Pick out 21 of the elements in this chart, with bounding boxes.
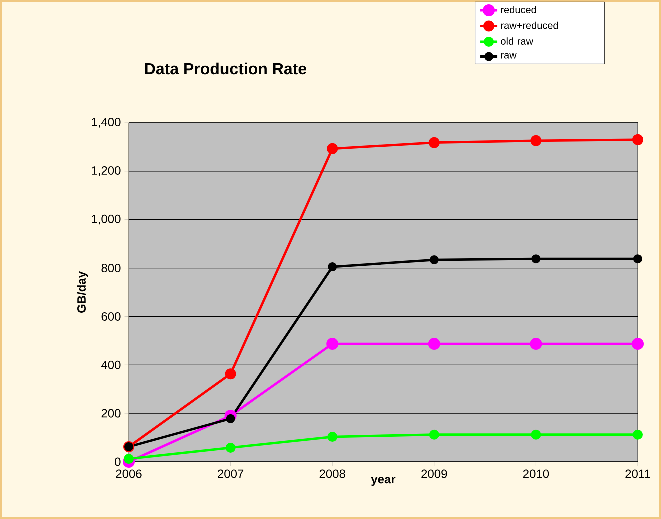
y-axis-title: GB/day: [77, 272, 88, 313]
x-tick-label: 2006: [116, 470, 142, 478]
legend-label: raw+reduced: [501, 22, 558, 30]
y-tick-label: 800: [102, 264, 121, 273]
y-tick-label: 600: [102, 312, 121, 321]
chart-title: Data Production Rate: [145, 62, 307, 75]
legend-label: reduced: [501, 6, 536, 14]
x-axis-title: year: [371, 477, 396, 486]
y-tick-label: 400: [102, 360, 121, 370]
x-tick-label: 2011: [626, 470, 650, 478]
y-tick-label: 1,000: [92, 214, 121, 225]
x-tick-label: 2010: [523, 470, 550, 478]
x-tick-label: 2009: [422, 470, 448, 478]
y-tick-label: 0: [115, 458, 121, 466]
legend-label: old raw: [501, 38, 534, 45]
y-tick-label: 1,200: [92, 166, 121, 176]
x-tick-label: 2007: [218, 470, 244, 478]
legend-label: raw: [501, 53, 517, 59]
y-tick-label: 200: [102, 409, 121, 418]
x-tick-label: 2008: [320, 470, 346, 478]
y-tick-label: 1,400: [92, 118, 121, 128]
